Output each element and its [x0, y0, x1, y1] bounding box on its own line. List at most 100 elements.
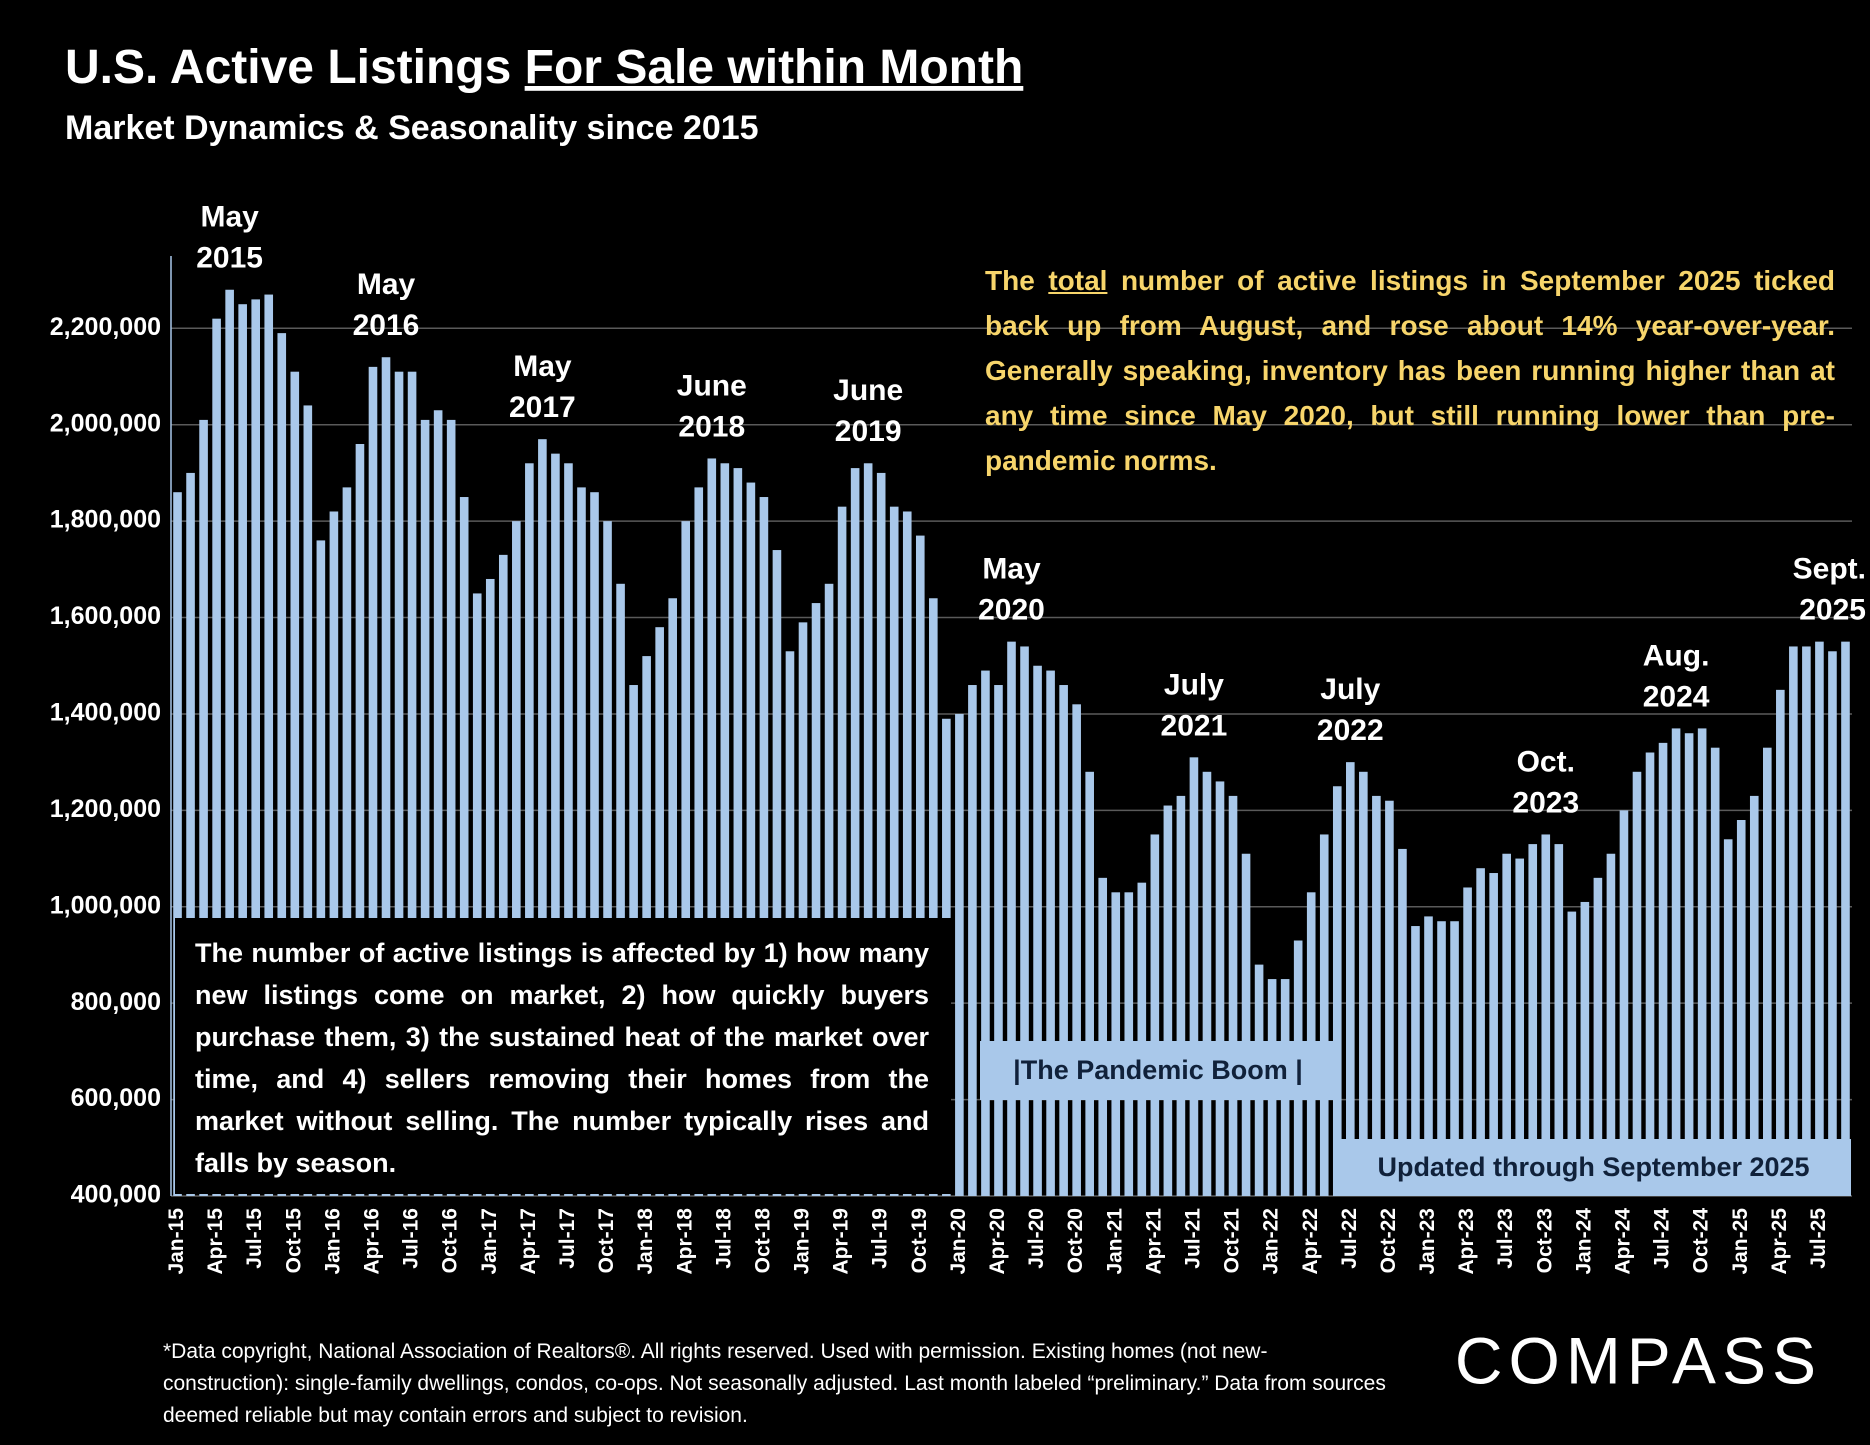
- bar: [394, 371, 404, 1196]
- bar: [694, 487, 704, 1196]
- bar: [577, 487, 586, 1196]
- bar: [1502, 853, 1511, 1196]
- bar: [981, 670, 990, 1196]
- x-tick-label: Oct-19: [908, 1208, 931, 1273]
- y-tick-label: 400,000: [71, 1181, 161, 1209]
- bar: [1684, 733, 1694, 1196]
- x-tick-label: Jul-15: [243, 1208, 266, 1269]
- bar: [1606, 853, 1616, 1196]
- bar: [1150, 834, 1160, 1196]
- bar: [1841, 641, 1850, 1196]
- bar: [1228, 795, 1238, 1196]
- x-tick-label: Apr-16: [361, 1208, 384, 1275]
- annotation: 2019: [835, 415, 902, 448]
- y-tick-label: 1,800,000: [50, 506, 161, 534]
- bar: [1515, 858, 1525, 1196]
- bar: [407, 371, 417, 1196]
- bar: [199, 419, 208, 1196]
- bar: [889, 506, 899, 1197]
- bar: [564, 463, 573, 1196]
- bar: [186, 472, 195, 1196]
- bar: [1554, 844, 1564, 1196]
- bar: [1450, 921, 1459, 1196]
- bar: [1802, 646, 1811, 1196]
- x-tick-label: Oct-24: [1690, 1208, 1713, 1274]
- bar: [251, 299, 261, 1196]
- bar: [1202, 771, 1212, 1196]
- x-tick-label: Jan-21: [1103, 1208, 1126, 1275]
- annotation: 2023: [1512, 786, 1579, 819]
- y-tick-label: 2,000,000: [50, 409, 161, 437]
- bar: [1645, 752, 1655, 1196]
- y-tick-label: 2,200,000: [50, 313, 161, 341]
- bar: [1359, 771, 1368, 1196]
- annotation: May: [357, 268, 416, 301]
- annotation: June: [833, 374, 903, 407]
- bar: [1046, 670, 1055, 1196]
- x-tick-label: Jul-24: [1651, 1208, 1674, 1269]
- bar: [759, 497, 769, 1196]
- annotation: Aug.: [1643, 639, 1710, 672]
- x-tick-label: Oct-20: [1064, 1208, 1087, 1273]
- x-tick-label: Jan-15: [165, 1208, 188, 1275]
- annotation: 2015: [196, 242, 263, 275]
- bar: [850, 468, 860, 1197]
- bar: [1736, 820, 1746, 1196]
- bar: [1619, 810, 1629, 1196]
- bar: [290, 371, 300, 1196]
- bar: [1007, 641, 1016, 1196]
- bar: [485, 578, 495, 1196]
- bar: [525, 463, 534, 1196]
- annotation: 2024: [1643, 680, 1710, 713]
- x-tick-label: Jul-21: [1181, 1208, 1204, 1269]
- bar: [1489, 873, 1498, 1196]
- bar: [329, 511, 339, 1196]
- x-tick-label: Apr-23: [1455, 1208, 1478, 1275]
- bar: [472, 593, 482, 1196]
- bar: [1632, 771, 1642, 1196]
- bar: [968, 685, 977, 1196]
- pandemic-label: |The Pandemic Boom |: [980, 1041, 1336, 1100]
- bar: [1020, 646, 1029, 1196]
- bar: [1424, 916, 1433, 1196]
- bar: [1137, 882, 1147, 1196]
- bar: [420, 419, 430, 1196]
- bar: [1710, 747, 1720, 1196]
- bar: [915, 535, 925, 1196]
- bar: [1437, 921, 1446, 1196]
- y-tick-label: 1,000,000: [50, 891, 161, 919]
- bar: [1372, 795, 1381, 1196]
- x-tick-label: Oct-21: [1221, 1208, 1244, 1274]
- bar: [720, 463, 730, 1196]
- bar: [733, 468, 743, 1197]
- x-tick-label: Jan-19: [791, 1208, 814, 1275]
- bar: [342, 487, 352, 1196]
- bar: [1749, 795, 1759, 1196]
- summary-part: The: [985, 265, 1049, 296]
- bar: [316, 540, 326, 1196]
- bar: [1776, 689, 1785, 1196]
- bar: [681, 521, 691, 1196]
- bar: [433, 410, 443, 1196]
- annotation: 2022: [1317, 714, 1384, 747]
- bar: [1059, 685, 1068, 1196]
- bar: [1671, 728, 1681, 1196]
- bar: [746, 482, 756, 1197]
- x-tick-label: Oct-15: [282, 1208, 305, 1274]
- summary-text: The total number of active listings in S…: [985, 258, 1835, 483]
- bar: [303, 405, 313, 1196]
- x-tick-label: Jul-17: [556, 1208, 579, 1269]
- annotation: Sept.: [1793, 553, 1866, 586]
- bar: [1215, 781, 1225, 1196]
- annotation: 2020: [978, 594, 1045, 627]
- x-tick-label: Jul-25: [1807, 1208, 1830, 1269]
- x-tick-label: Jul-20: [1025, 1208, 1048, 1269]
- summary-part: total: [1048, 265, 1108, 296]
- x-tick-label: Oct-23: [1533, 1208, 1556, 1273]
- summary-part: number of active listings in September 2…: [985, 265, 1835, 476]
- bar: [368, 366, 378, 1196]
- x-tick-label: Apr-20: [986, 1208, 1009, 1275]
- annotation: July: [1164, 668, 1224, 701]
- annotation: May: [982, 553, 1041, 586]
